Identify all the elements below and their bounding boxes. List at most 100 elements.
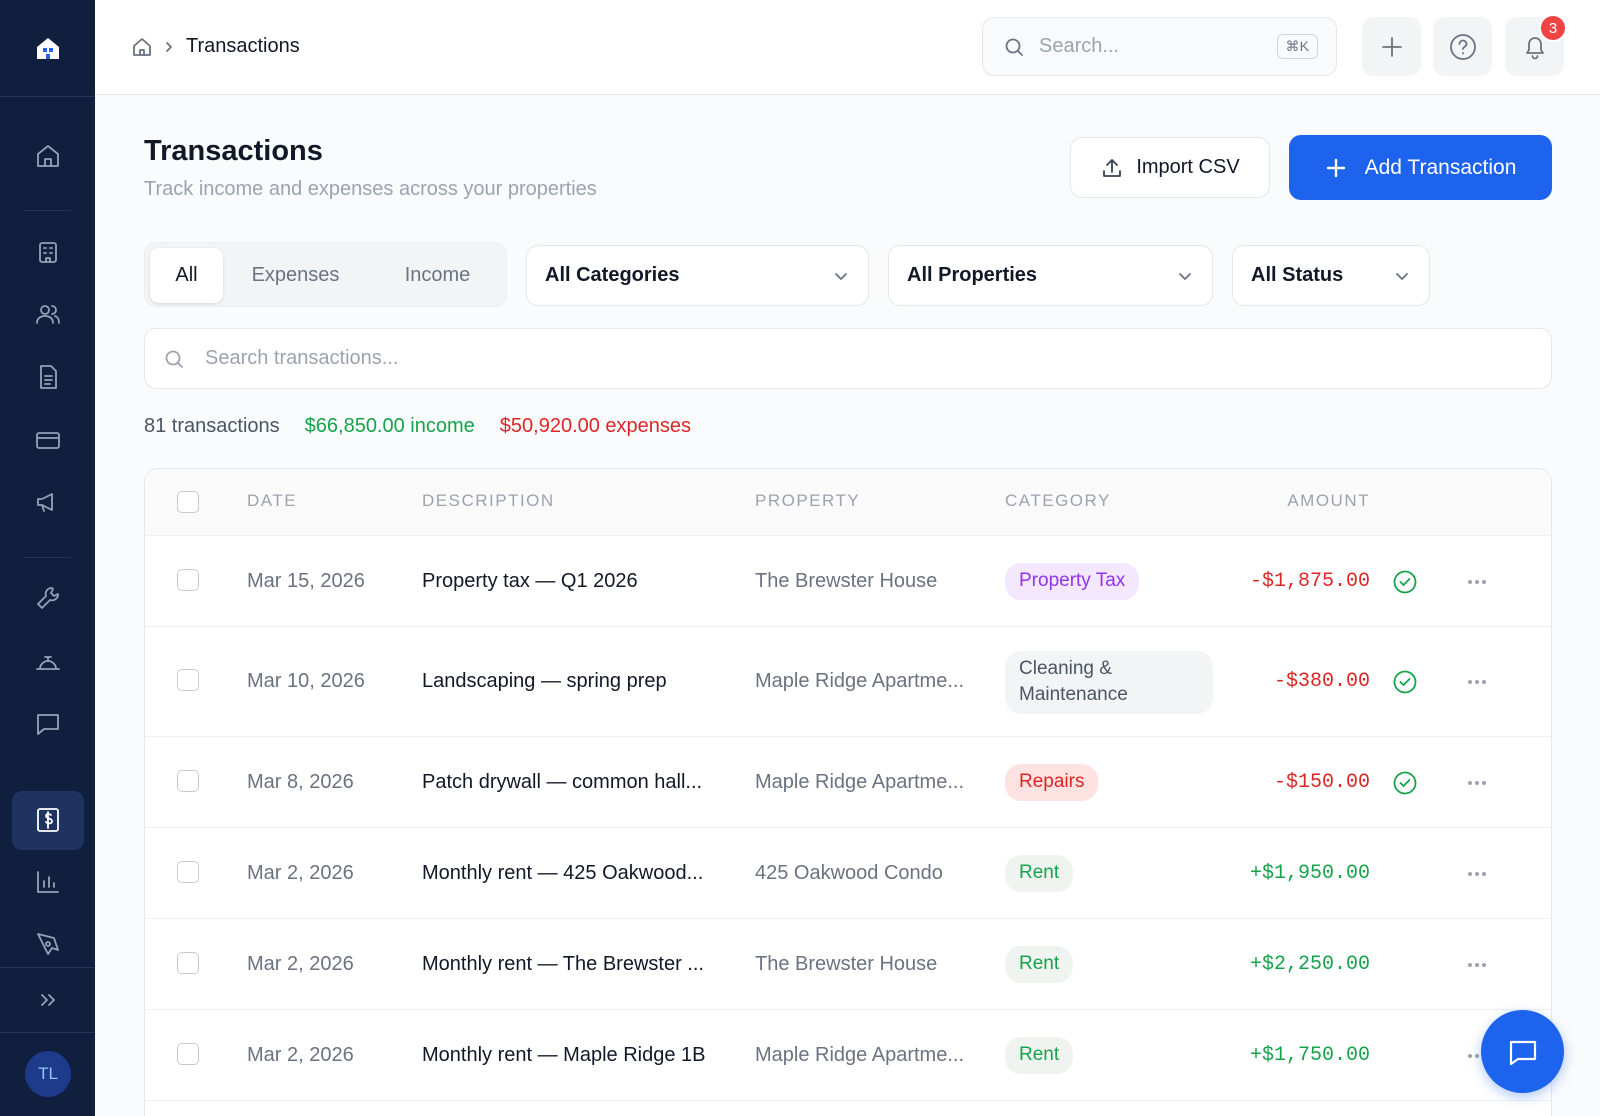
amount: +$2,250.00 [1249, 952, 1370, 976]
date: Mar 2, 2026 [247, 861, 354, 884]
description: Monthly rent — The Brewster ... [422, 952, 704, 975]
property: 425 Oakwood Condo [755, 861, 943, 884]
summary-income: $66,850.00 income [304, 415, 475, 437]
table-row[interactable] [145, 919, 1551, 1010]
search-placeholder: Search... [1039, 35, 1120, 57]
description: Patch drywall — common hall... [422, 770, 703, 793]
date: Mar 2, 2026 [247, 952, 354, 975]
summary-count: 81 transactions [144, 415, 280, 437]
tab[interactable]: Income [404, 264, 471, 286]
property: The Brewster House [755, 569, 938, 592]
nav-messages[interactable] [34, 710, 62, 738]
description: Landscaping — spring prep [422, 670, 667, 692]
category-badge: Rent [1005, 1037, 1074, 1074]
category-badge: Cleaning & Maintenance [1005, 650, 1213, 714]
nav-tools[interactable] [34, 930, 62, 958]
transaction-search[interactable]: Search transactions... [144, 328, 1552, 389]
nav-payments[interactable] [34, 426, 62, 454]
amount: -$150.00 [1273, 770, 1370, 794]
expand-sidebar[interactable] [34, 986, 62, 1014]
description: Property tax — Q1 2026 [422, 569, 638, 592]
amount: -$1,875.00 [1249, 569, 1370, 593]
status-cleared [1393, 670, 1417, 694]
row-menu[interactable] [1466, 678, 1488, 686]
import-csv[interactable]: Import CSV [1070, 137, 1270, 198]
row-menu[interactable] [1466, 961, 1488, 969]
dropdown-label: All Properties [907, 264, 1038, 286]
add-transaction[interactable]: Add Transaction [1289, 135, 1552, 200]
filter-dropdown[interactable]: All Properties [888, 245, 1213, 306]
amount: +$1,950.00 [1249, 861, 1370, 885]
user-avatar[interactable]: TL [25, 1051, 71, 1097]
topbar [95, 0, 1600, 95]
row-checkbox[interactable] [177, 568, 199, 591]
breadcrumb-current: Transactions [186, 35, 300, 57]
table-row[interactable] [145, 627, 1551, 737]
row-checkbox[interactable] [177, 860, 199, 883]
breadcrumb-home[interactable] [131, 36, 153, 58]
amount: +$1,750.00 [1249, 1043, 1370, 1067]
row-menu[interactable] [1466, 779, 1488, 787]
category-badge: Rent [1005, 946, 1074, 983]
row-checkbox[interactable] [177, 669, 199, 691]
tab[interactable]: Expenses [251, 264, 340, 286]
column-header: AMOUNT [1287, 491, 1370, 510]
table-row[interactable] [145, 737, 1551, 828]
nav-properties[interactable] [34, 238, 62, 266]
nav-documents[interactable] [34, 363, 62, 391]
status-cleared [1393, 771, 1417, 794]
breadcrumb-chevron [166, 42, 172, 52]
category-badge: Property Tax [1005, 563, 1140, 600]
nav-maintenance[interactable] [34, 584, 62, 612]
status-cleared [1393, 570, 1417, 593]
quick-add[interactable] [1362, 17, 1421, 76]
chat-button[interactable] [1481, 1010, 1564, 1093]
tab[interactable]: All [150, 248, 223, 303]
import-label: Import CSV [1136, 156, 1240, 178]
property: Maple Ridge Apartme... [755, 770, 964, 793]
date: Mar 8, 2026 [247, 770, 354, 793]
page-subtitle: Track income and expenses across your pr… [144, 178, 597, 200]
nav-services[interactable] [34, 647, 62, 675]
table-row[interactable] [145, 1010, 1551, 1101]
summary: 81 transactions $66,850.00 income $50,92… [144, 415, 691, 438]
shortcut-hint: ⌘K [1276, 34, 1318, 59]
nav-tenants[interactable] [34, 300, 62, 328]
notification-badge: 3 [1539, 14, 1567, 42]
property: Maple Ridge Apartme... [755, 1043, 964, 1066]
table-row[interactable] [145, 536, 1551, 627]
description: Monthly rent — 425 Oakwood... [422, 861, 704, 884]
nav-transactions[interactable] [34, 806, 62, 834]
row-menu[interactable] [1466, 870, 1488, 878]
global-search[interactable]: Search... ⌘K [982, 17, 1337, 76]
add-label: Add Transaction [1364, 155, 1517, 179]
property: Maple Ridge Apartme... [755, 670, 964, 692]
row-checkbox[interactable] [177, 769, 199, 792]
nav-reports[interactable] [34, 868, 62, 896]
date: Mar 2, 2026 [247, 1043, 354, 1066]
category-badge: Repairs [1005, 764, 1099, 801]
column-header: DATE [247, 491, 298, 510]
row-checkbox[interactable] [177, 1042, 199, 1065]
select-all[interactable] [177, 491, 199, 513]
row-menu[interactable] [1466, 578, 1488, 586]
dropdown-label: All Categories [545, 264, 680, 286]
page-title: Transactions [144, 135, 323, 167]
table-row[interactable] [145, 828, 1551, 919]
dropdown-label: All Status [1251, 264, 1344, 286]
search-placeholder: Search transactions... [205, 347, 399, 369]
description: Monthly rent — Maple Ridge 1B [422, 1043, 706, 1066]
category-badge: Rent [1005, 855, 1074, 892]
filter-dropdown[interactable]: All Status [1232, 245, 1430, 306]
nav-home[interactable] [34, 142, 62, 170]
type-tabs: All Expenses Income [144, 242, 507, 307]
help[interactable] [1433, 17, 1492, 76]
column-header: CATEGORY [1005, 491, 1111, 510]
property: The Brewster House [755, 952, 938, 975]
filter-dropdown[interactable]: All Categories [526, 245, 869, 306]
row-checkbox[interactable] [177, 951, 199, 974]
transactions-table: DATE DESCRIPTION PROPERTY CATEGORY AMOUNT Mar… [144, 468, 1552, 1116]
sidebar: TL [0, 0, 95, 1116]
nav-marketing[interactable] [34, 488, 62, 516]
